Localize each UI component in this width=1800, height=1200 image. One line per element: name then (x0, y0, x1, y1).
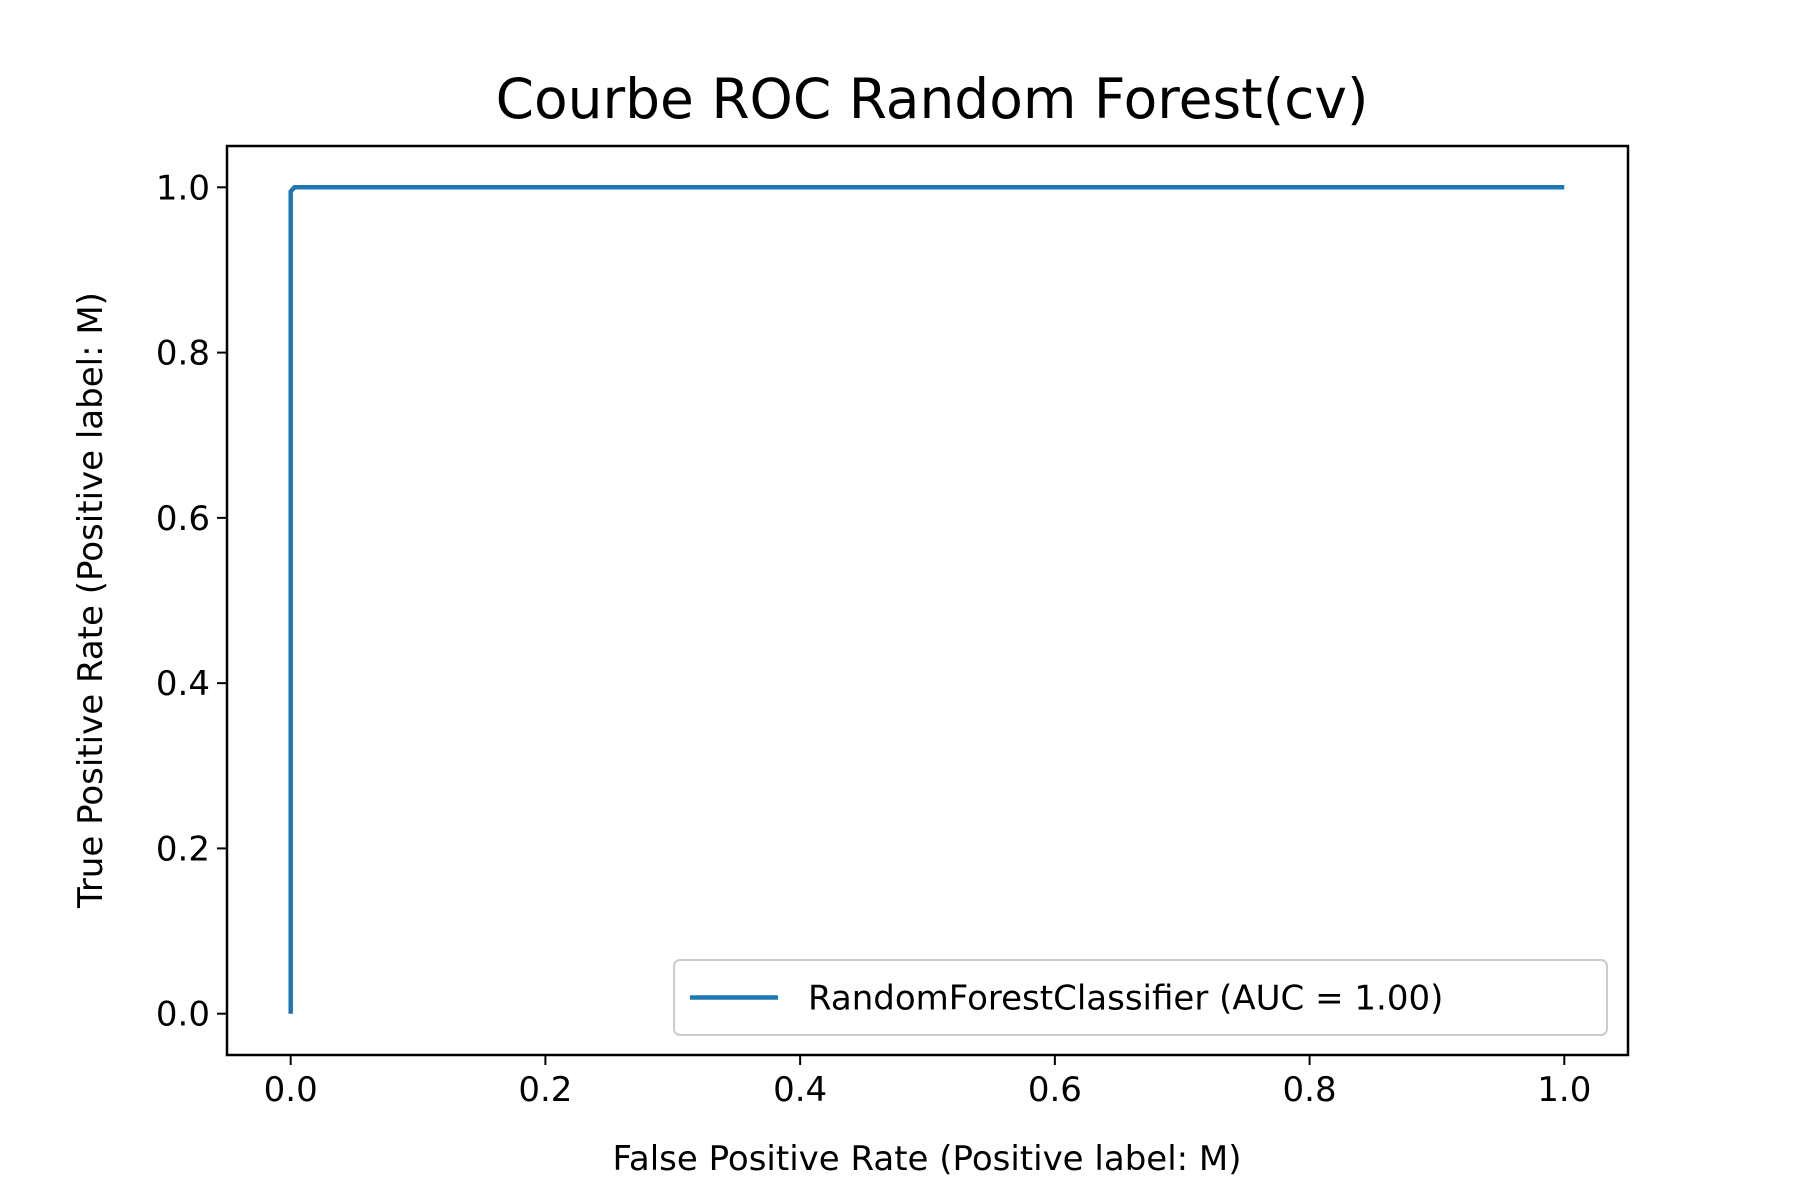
x-tick-label: 0.6 (1028, 1070, 1082, 1110)
x-tick-label: 0.0 (264, 1070, 318, 1110)
x-tick-label: 0.2 (518, 1070, 572, 1110)
legend-box (673, 959, 1608, 1036)
x-tick-label: 0.4 (773, 1070, 827, 1110)
chart-title: Courbe ROC Random Forest(cv) (496, 67, 1369, 131)
series-layer (288, 185, 1565, 1014)
y-tick-label: 0.8 (156, 334, 210, 374)
y-tick-label: 1.0 (156, 168, 210, 208)
roc-curve-line (288, 185, 1565, 1014)
x-tick-label: 0.8 (1283, 1070, 1337, 1110)
legend-label: RandomForestClassifier (AUC = 1.00) (808, 979, 1443, 1019)
y-tick-label: 0.2 (156, 829, 210, 869)
y-tick-label: 0.0 (156, 995, 210, 1035)
y-axis-ticks: 0.0 0.2 0.4 0.6 0.8 1.0 (156, 168, 227, 1035)
x-axis-label: False Positive Rate (Positive label: M) (612, 1139, 1241, 1179)
y-axis-label: True Positive Rate (Positive label: M) (71, 292, 111, 909)
y-tick-label: 0.4 (156, 664, 210, 704)
plot-frame (225, 144, 1630, 1057)
x-axis-ticks: 0.0 0.2 0.4 0.6 0.8 1.0 (264, 1055, 1591, 1110)
x-tick-label: 1.0 (1537, 1070, 1591, 1110)
y-tick-label: 0.6 (156, 499, 210, 539)
legend: RandomForestClassifier (AUC = 1.00) (673, 959, 1608, 1036)
